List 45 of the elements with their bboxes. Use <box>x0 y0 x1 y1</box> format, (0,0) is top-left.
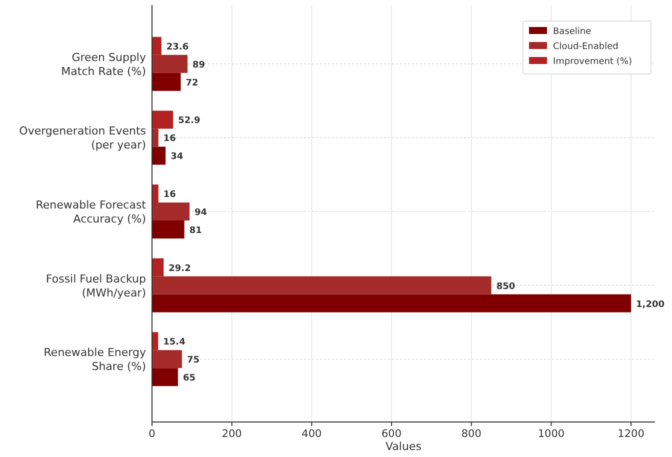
data-label: 850 <box>496 282 516 292</box>
x-tick-label: 1200 <box>618 428 644 440</box>
y-tick-label: Renewable Energy Share (%) <box>44 346 146 374</box>
data-label: 65 <box>182 374 196 384</box>
bar <box>152 220 184 238</box>
legend-label: Cloud-Enabled <box>553 42 618 52</box>
data-label: 15.4 <box>163 338 186 348</box>
data-label: 94 <box>194 208 208 218</box>
bar <box>152 146 166 165</box>
data-label: 1,200 <box>636 300 665 310</box>
bar <box>152 72 181 91</box>
bar <box>152 54 188 73</box>
data-label: 29.2 <box>168 264 191 274</box>
data-label: 16 <box>163 134 176 144</box>
x-tick-label: 1000 <box>538 428 565 440</box>
data-label: 89 <box>192 60 206 70</box>
x-axis-title: Values <box>386 440 422 453</box>
y-tick-label: Overgeneration Events (per year) <box>19 124 146 152</box>
data-label: 23.6 <box>166 42 189 52</box>
x-tick-label: 400 <box>302 428 322 440</box>
bar <box>152 110 174 129</box>
bar <box>152 276 492 294</box>
x-tick-label: 200 <box>222 428 242 440</box>
data-label: 72 <box>186 78 198 88</box>
data-label: 75 <box>186 356 200 366</box>
y-tick-label: Fossil Fuel Backup (MWh/year) <box>46 272 146 300</box>
legend-label: Baseline <box>553 27 592 37</box>
bar <box>152 294 632 312</box>
bar <box>152 350 182 368</box>
data-label: 34 <box>170 152 184 162</box>
legend-label: Improvement (%) <box>553 57 632 67</box>
bar <box>152 184 158 202</box>
data-label: 52.9 <box>178 116 200 126</box>
x-tick-label: 600 <box>382 428 402 440</box>
data-label: 16 <box>163 190 176 200</box>
y-tick-label: Renewable Forecast Accuracy (%) <box>36 198 147 226</box>
bar <box>152 128 158 147</box>
x-tick-label: 0 <box>148 428 156 440</box>
bar <box>152 258 164 276</box>
bar <box>152 36 162 55</box>
bar <box>152 368 178 386</box>
data-label: 81 <box>189 226 202 236</box>
y-tick-label: Green Supply Match Rate (%) <box>61 50 146 78</box>
bar <box>152 202 190 220</box>
x-tick-label: 800 <box>461 428 482 440</box>
